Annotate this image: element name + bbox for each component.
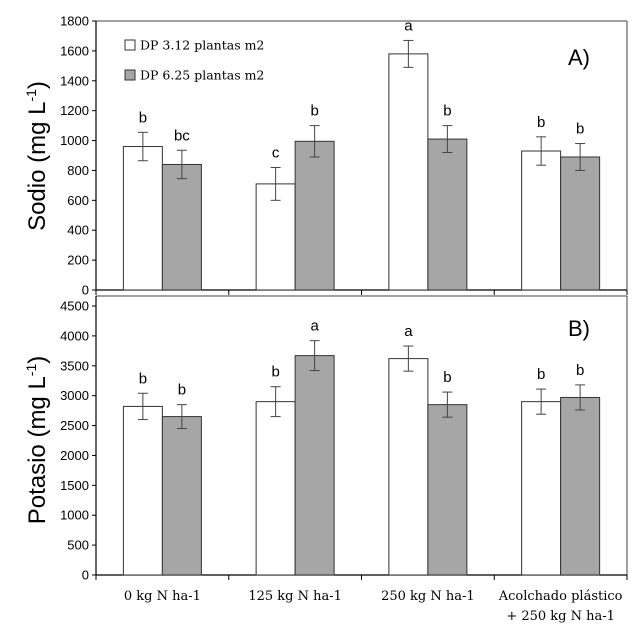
significance-letter: b	[139, 370, 147, 387]
y-tick-label: 600	[67, 193, 89, 208]
significance-letter: b	[537, 366, 545, 383]
significance-letter: c	[272, 144, 280, 161]
y-tick-label: 3000	[60, 388, 89, 403]
bar	[294, 140, 335, 291]
significance-letter: b	[576, 121, 584, 138]
y-tick-label: 4000	[60, 328, 89, 343]
bar	[427, 138, 468, 291]
y-tick-label: 1600	[60, 43, 89, 58]
significance-letter: a	[310, 318, 319, 335]
bar	[255, 401, 296, 576]
y-tick-label: 500	[67, 538, 89, 553]
legend-label: DP 6.25 plantas m2	[140, 68, 264, 83]
significance-letter: a	[404, 323, 413, 340]
y-tick-label: 1000	[60, 508, 89, 523]
y-tick-label: 1200	[60, 103, 89, 118]
legend-swatch	[124, 39, 136, 51]
panel-label: A)	[568, 45, 590, 70]
y-tick-label: 1500	[60, 478, 89, 493]
y-tick-label: 1000	[60, 133, 89, 148]
category-label: 125 kg N ha-1	[248, 589, 342, 604]
bar	[521, 150, 562, 291]
significance-letter: b	[443, 369, 451, 386]
y-axis-label: Sodio (mg L-1)	[23, 81, 51, 231]
y-tick-label: 2500	[60, 418, 89, 433]
category-labels: 0 kg N ha-1 125 kg N ha-1 250 kg N ha-1 Aco…	[124, 589, 623, 624]
bar	[521, 401, 562, 576]
legend-swatch	[124, 69, 136, 81]
bar	[388, 358, 429, 576]
category-label: 250 kg N ha-1	[381, 589, 475, 604]
category-label-line2: + 250 kg N ha-1	[506, 609, 615, 624]
panel-label: B)	[568, 316, 590, 341]
y-tick-label: 4500	[60, 299, 89, 314]
significance-letter: bc	[174, 127, 190, 144]
bar	[427, 404, 468, 576]
y-axis-label: Potasio (mg L-1)	[23, 356, 51, 525]
bar	[161, 416, 202, 576]
category-label: Acolchado plástico	[498, 589, 623, 604]
significance-letter: b	[576, 362, 584, 379]
bar	[388, 53, 429, 291]
y-tick-label: 400	[67, 223, 89, 238]
y-tick-label: 2000	[60, 448, 89, 463]
significance-letter: b	[537, 114, 545, 131]
y-tick-label: 1400	[60, 73, 89, 88]
significance-letter: b	[310, 103, 318, 120]
y-tick-label: 0	[82, 568, 89, 583]
y-tick-label: 3500	[60, 358, 89, 373]
y-tick-label: 200	[67, 253, 89, 268]
bar	[161, 163, 202, 291]
y-tick-label: 0	[82, 283, 89, 298]
potasio-panel: 0 500 1000 1500 2000 2500 3000 3500 4000 4500 Pota…	[23, 295, 628, 583]
significance-letter: b	[443, 103, 451, 120]
significance-letter: a	[404, 17, 413, 34]
significance-letter: b	[139, 109, 147, 126]
significance-letter: b	[178, 382, 186, 399]
sodio-panel: 0 200 400 600 800 1000 1200 1400 1600 1800 Sodio (…	[23, 14, 628, 298]
bar	[122, 405, 163, 576]
bar	[560, 396, 601, 576]
bar	[255, 183, 296, 291]
bar	[560, 156, 601, 291]
y-tick-label: 1800	[60, 14, 89, 29]
legend-label: DP 3.12 plantas m2	[140, 38, 264, 53]
bar	[294, 355, 335, 576]
category-label: 0 kg N ha-1	[124, 589, 201, 604]
y-tick-label: 800	[67, 163, 89, 178]
significance-letter: b	[271, 364, 279, 381]
legend: DP 3.12 plantas m2 DP 6.25 plantas m2	[124, 38, 264, 83]
bar	[122, 146, 163, 291]
